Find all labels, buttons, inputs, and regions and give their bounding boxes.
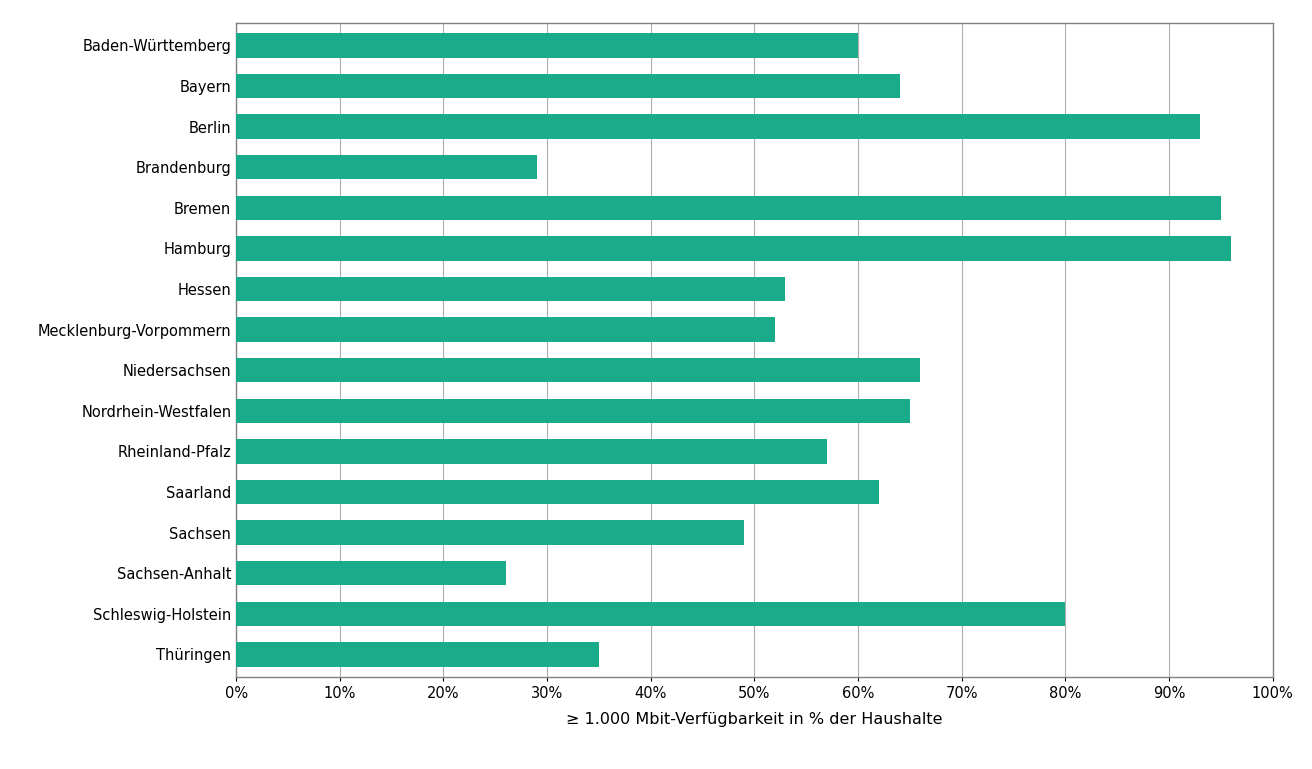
Bar (236, 318, 775, 341)
Bar (236, 115, 1200, 138)
Bar (236, 642, 598, 667)
Bar (236, 33, 858, 58)
Bar (236, 358, 920, 382)
X-axis label: ≥ 1.000 Mbit-Verfügbarkeit in % der Haushalte: ≥ 1.000 Mbit-Verfügbarkeit in % der Haus… (567, 712, 942, 727)
Bar (236, 195, 1221, 220)
Bar (236, 277, 786, 301)
Bar (236, 398, 909, 423)
Bar (236, 155, 537, 179)
Bar (236, 561, 505, 585)
Bar (236, 601, 1065, 626)
Bar (236, 236, 1231, 261)
Bar (236, 439, 827, 464)
Bar (236, 74, 900, 98)
Bar (236, 521, 744, 544)
Bar (236, 480, 879, 504)
